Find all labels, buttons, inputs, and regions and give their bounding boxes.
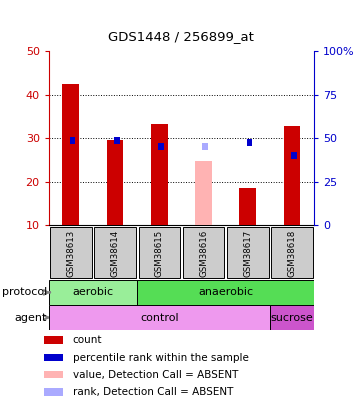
- Bar: [239, 188, 256, 225]
- Bar: [227, 227, 269, 278]
- Bar: [291, 152, 297, 159]
- Bar: [44, 354, 63, 361]
- Text: GSM38614: GSM38614: [110, 230, 119, 277]
- Text: protocol: protocol: [2, 288, 47, 297]
- Text: aerobic: aerobic: [73, 288, 113, 297]
- Bar: [139, 227, 180, 278]
- Text: anaerobic: anaerobic: [198, 288, 253, 297]
- Bar: [183, 227, 224, 278]
- Text: GSM38618: GSM38618: [287, 230, 296, 277]
- Bar: [271, 227, 313, 278]
- Text: GSM38615: GSM38615: [155, 230, 164, 277]
- Text: percentile rank within the sample: percentile rank within the sample: [73, 353, 248, 363]
- Bar: [195, 161, 212, 225]
- Text: GSM38617: GSM38617: [243, 230, 252, 277]
- Bar: [62, 84, 79, 225]
- Bar: [137, 280, 314, 305]
- Bar: [49, 280, 137, 305]
- Text: control: control: [140, 313, 179, 322]
- Bar: [106, 140, 123, 225]
- Text: agent: agent: [14, 313, 47, 322]
- Text: GDS1448 / 256899_at: GDS1448 / 256899_at: [108, 30, 253, 43]
- Text: GSM38613: GSM38613: [66, 230, 75, 277]
- Bar: [203, 143, 208, 150]
- Bar: [44, 371, 63, 378]
- Bar: [50, 227, 92, 278]
- Text: rank, Detection Call = ABSENT: rank, Detection Call = ABSENT: [73, 388, 233, 397]
- Bar: [114, 137, 120, 144]
- Text: count: count: [73, 335, 102, 345]
- Bar: [283, 126, 300, 225]
- Bar: [270, 305, 314, 330]
- Bar: [49, 305, 270, 330]
- Bar: [44, 336, 63, 343]
- Bar: [247, 139, 252, 146]
- Bar: [70, 137, 75, 144]
- Bar: [44, 388, 63, 396]
- Text: value, Detection Call = ABSENT: value, Detection Call = ABSENT: [73, 370, 238, 380]
- Text: GSM38616: GSM38616: [199, 230, 208, 277]
- Text: sucrose: sucrose: [271, 313, 313, 322]
- Bar: [158, 143, 164, 150]
- Bar: [151, 124, 168, 225]
- Bar: [94, 227, 136, 278]
